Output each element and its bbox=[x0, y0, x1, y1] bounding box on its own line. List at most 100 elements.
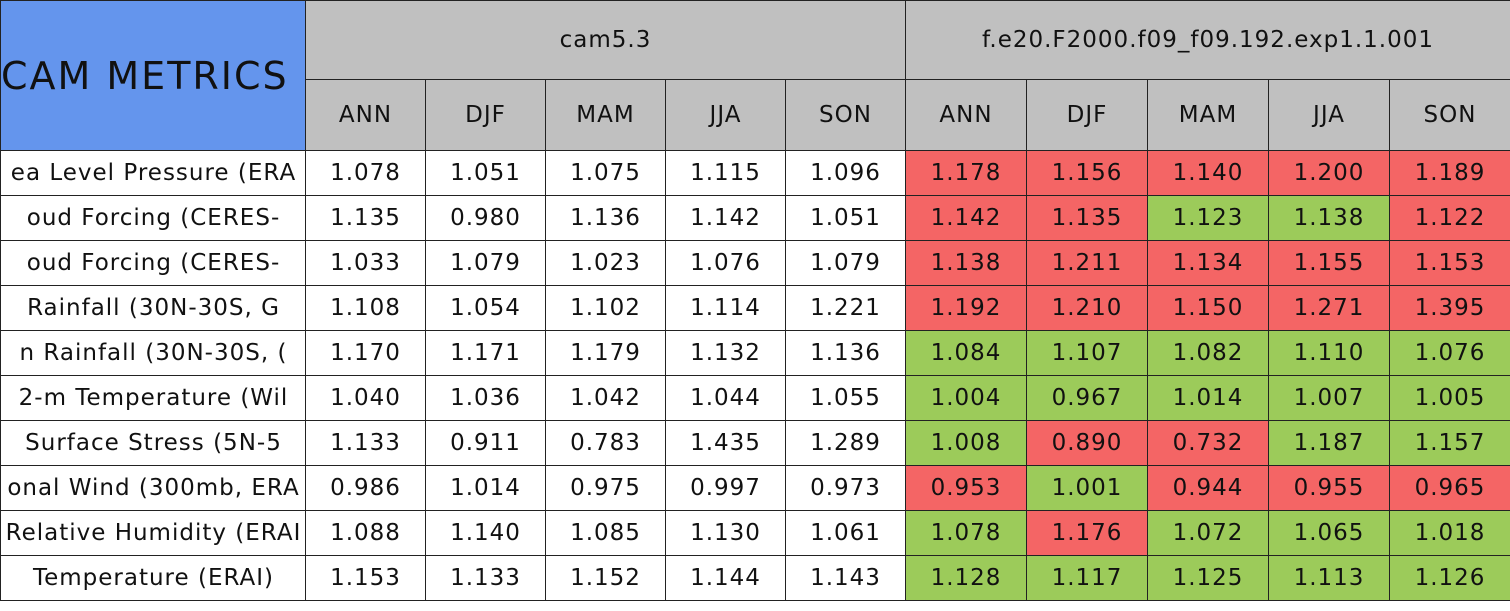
column-header: ANN bbox=[905, 79, 1027, 151]
table-body: ea Level Pressure (ERA 1.078 1.051 1.075 1.1… bbox=[0, 150, 1510, 601]
metric-cell: 1.142 bbox=[905, 195, 1027, 241]
table-title: CAM METRICS bbox=[0, 0, 306, 151]
metric-cell: 1.221 bbox=[785, 285, 906, 331]
metric-cell: 1.192 bbox=[905, 285, 1027, 331]
metric-cell: 1.078 bbox=[905, 510, 1027, 556]
metric-cell: 1.150 bbox=[1147, 285, 1269, 331]
metric-cell: 1.123 bbox=[1147, 195, 1269, 241]
metric-cell: 1.176 bbox=[1026, 510, 1148, 556]
table-row: Relative Humidity (ERAI 1.088 1.140 1.085 1.… bbox=[0, 510, 1510, 556]
metric-cell: 1.135 bbox=[305, 195, 426, 241]
metric-cell: 1.138 bbox=[905, 240, 1027, 286]
metric-cell: 1.115 bbox=[665, 150, 786, 196]
metric-cell: 1.113 bbox=[1268, 555, 1390, 601]
metric-cell: 1.014 bbox=[1147, 375, 1269, 421]
metric-cell: 0.965 bbox=[1389, 465, 1510, 511]
metric-cell: 1.107 bbox=[1026, 330, 1148, 376]
row-label: oud Forcing (CERES- bbox=[26, 250, 281, 276]
metric-cell: 1.044 bbox=[665, 375, 786, 421]
metric-cell: 1.075 bbox=[545, 150, 666, 196]
table-row: ea Level Pressure (ERA 1.078 1.051 1.075 1.1… bbox=[0, 150, 1510, 196]
row-label-cell: ea Level Pressure (ERA bbox=[0, 150, 306, 196]
column-header: SON bbox=[785, 79, 906, 151]
metric-cell: 1.051 bbox=[785, 195, 906, 241]
metric-cell: 1.153 bbox=[1389, 240, 1510, 286]
metric-cell: 0.890 bbox=[1026, 420, 1148, 466]
metric-cell: 0.967 bbox=[1026, 375, 1148, 421]
metric-cell: 1.271 bbox=[1268, 285, 1390, 331]
metric-cell: 1.072 bbox=[1147, 510, 1269, 556]
row-label-cell: Temperature (ERAI) bbox=[0, 555, 306, 601]
metric-cell: 1.078 bbox=[305, 150, 426, 196]
table-row: oud Forcing (CERES- 1.135 0.980 1.136 1.142 1… bbox=[0, 195, 1510, 241]
metric-cell: 1.110 bbox=[1268, 330, 1390, 376]
column-header: DJF bbox=[425, 79, 546, 151]
metric-cell: 1.076 bbox=[665, 240, 786, 286]
column-header: JJA bbox=[665, 79, 786, 151]
metric-cell: 1.211 bbox=[1026, 240, 1148, 286]
metric-cell: 1.088 bbox=[305, 510, 426, 556]
metric-cell: 1.136 bbox=[545, 195, 666, 241]
table-row: Rainfall (30N-30S, G 1.108 1.054 1.102 1.114… bbox=[0, 285, 1510, 331]
metric-cell: 0.973 bbox=[785, 465, 906, 511]
metric-cell: 1.005 bbox=[1389, 375, 1510, 421]
metric-cell: 1.126 bbox=[1389, 555, 1510, 601]
row-label-cell: oud Forcing (CERES- bbox=[0, 195, 306, 241]
table-row: oud Forcing (CERES- 1.033 1.079 1.023 1.076 1… bbox=[0, 240, 1510, 286]
metric-cell: 1.096 bbox=[785, 150, 906, 196]
metric-cell: 1.152 bbox=[545, 555, 666, 601]
row-label: oud Forcing (CERES- bbox=[26, 205, 281, 231]
metric-cell: 0.980 bbox=[425, 195, 546, 241]
metric-cell: 1.079 bbox=[425, 240, 546, 286]
metric-cell: 1.054 bbox=[425, 285, 546, 331]
group-header: f.e20.F2000.f09_f09.192.exp1.1.001 bbox=[905, 0, 1510, 80]
metric-cell: 1.042 bbox=[545, 375, 666, 421]
metric-cell: 1.023 bbox=[545, 240, 666, 286]
row-label: Temperature (ERAI) bbox=[32, 565, 275, 591]
metric-cell: 1.210 bbox=[1026, 285, 1148, 331]
metric-cell: 1.085 bbox=[545, 510, 666, 556]
metric-cell: 1.102 bbox=[545, 285, 666, 331]
column-header: JJA bbox=[1268, 79, 1390, 151]
row-label-cell: 2-m Temperature (Wil bbox=[0, 375, 306, 421]
metric-cell: 1.200 bbox=[1268, 150, 1390, 196]
metric-cell: 1.189 bbox=[1389, 150, 1510, 196]
metric-cell: 1.143 bbox=[785, 555, 906, 601]
metric-cell: 1.140 bbox=[425, 510, 546, 556]
metric-cell: 0.975 bbox=[545, 465, 666, 511]
column-header-row: ANN DJF MAM JJA SON ANN DJF MAM JJA SON bbox=[1, 79, 1510, 151]
row-label-cell: Surface Stress (5N-5 bbox=[0, 420, 306, 466]
metric-cell: 1.130 bbox=[665, 510, 786, 556]
row-label-cell: Relative Humidity (ERAI bbox=[0, 510, 306, 556]
metric-cell: 0.944 bbox=[1147, 465, 1269, 511]
group-header: cam5.3 bbox=[305, 0, 906, 80]
metric-cell: 1.170 bbox=[305, 330, 426, 376]
table-row: Temperature (ERAI) 1.153 1.133 1.152 1.144 1.… bbox=[0, 555, 1510, 601]
metric-cell: 0.953 bbox=[905, 465, 1027, 511]
metric-cell: 1.084 bbox=[905, 330, 1027, 376]
metric-cell: 1.007 bbox=[1268, 375, 1390, 421]
table-row: n Rainfall (30N-30S, (1.170 1.171 1.179 1.1… bbox=[0, 330, 1510, 376]
metric-cell: 1.435 bbox=[665, 420, 786, 466]
metric-cell: 1.001 bbox=[1026, 465, 1148, 511]
table-row: Surface Stress (5N-5 1.133 0.911 0.783 1.435… bbox=[0, 420, 1510, 466]
row-label: ea Level Pressure (ERA bbox=[10, 160, 297, 186]
metric-cell: 1.008 bbox=[905, 420, 1027, 466]
metric-cell: 1.117 bbox=[1026, 555, 1148, 601]
column-header: MAM bbox=[1147, 79, 1269, 151]
metric-cell: 1.157 bbox=[1389, 420, 1510, 466]
row-label: Surface Stress (5N-5 bbox=[25, 430, 282, 456]
metric-cell: 1.395 bbox=[1389, 285, 1510, 331]
metric-cell: 1.153 bbox=[305, 555, 426, 601]
metric-cell: 1.134 bbox=[1147, 240, 1269, 286]
metric-cell: 0.783 bbox=[545, 420, 666, 466]
metric-cell: 0.997 bbox=[665, 465, 786, 511]
metric-cell: 0.986 bbox=[305, 465, 426, 511]
row-label-cell: Rainfall (30N-30S, G bbox=[0, 285, 306, 331]
metric-cell: 1.033 bbox=[305, 240, 426, 286]
metric-cell: 1.133 bbox=[425, 555, 546, 601]
metric-cell: 1.108 bbox=[305, 285, 426, 331]
metric-cell: 1.004 bbox=[905, 375, 1027, 421]
